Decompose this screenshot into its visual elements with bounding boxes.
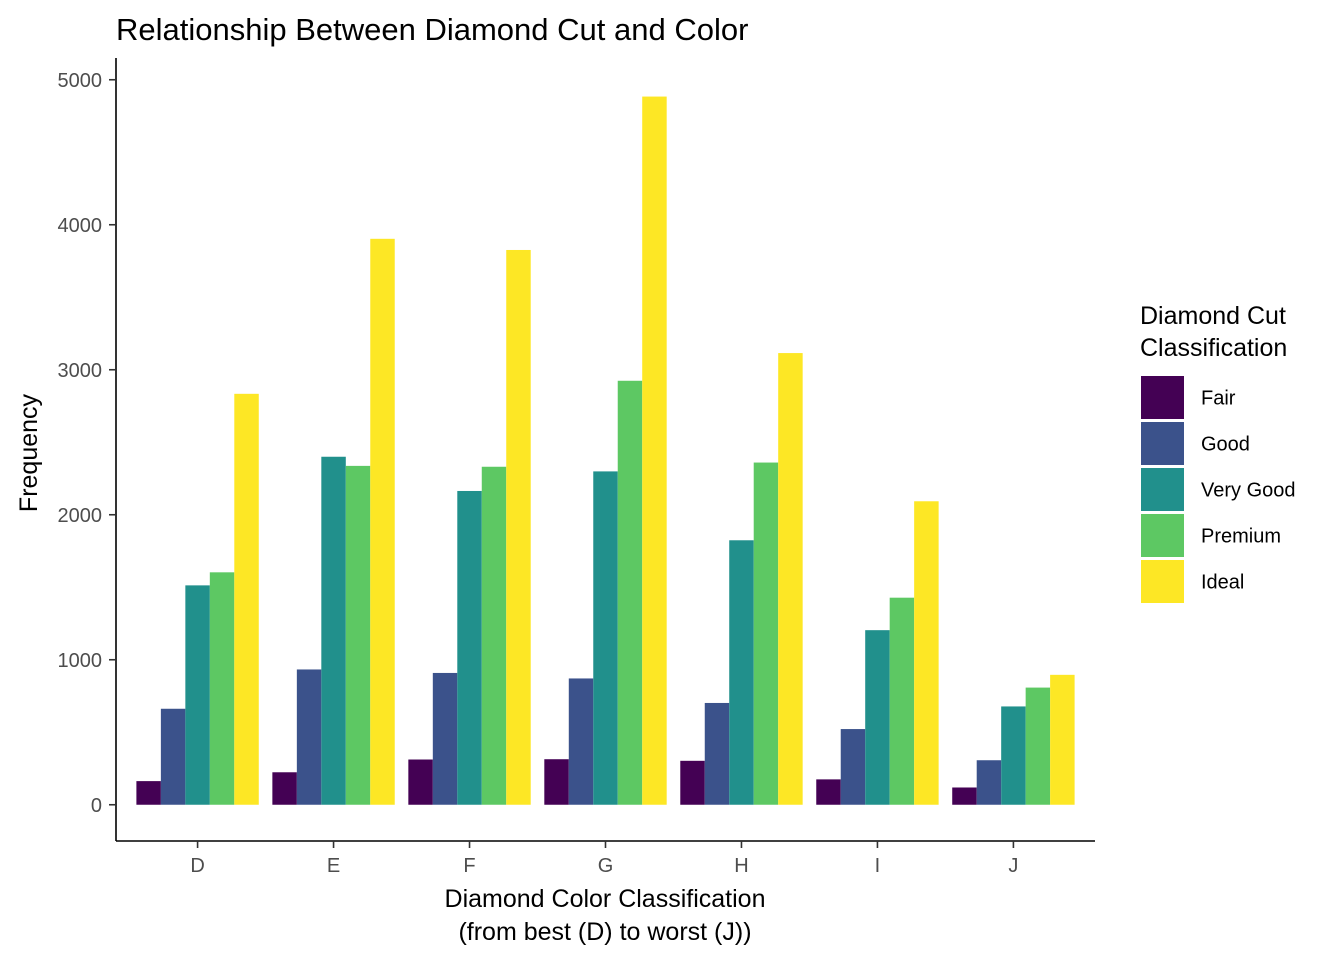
- bar: [321, 456, 346, 805]
- bar: [642, 96, 667, 805]
- bar: [914, 501, 939, 805]
- y-axis-title: Frequency: [15, 393, 43, 512]
- bar: [296, 669, 322, 805]
- bar: [568, 678, 594, 805]
- bar: [753, 462, 779, 805]
- y-tick-label: 5000: [58, 70, 103, 92]
- legend-key: [1141, 514, 1184, 557]
- x-tick-label: I: [875, 855, 881, 877]
- x-tick-label: G: [598, 855, 614, 877]
- legend-label: Good: [1201, 434, 1250, 456]
- legend-title-line1: Diamond Cut: [1140, 302, 1286, 330]
- legend-key: [1141, 560, 1184, 603]
- x-tick-label: J: [1008, 855, 1018, 877]
- y-tick-label: 2000: [58, 505, 103, 527]
- bar: [1050, 674, 1075, 805]
- chart-title: Relationship Between Diamond Cut and Col…: [116, 12, 748, 47]
- x-tick-label: D: [190, 855, 204, 877]
- legend-label: Fair: [1201, 388, 1236, 410]
- legend-title-line2: Classification: [1140, 334, 1287, 362]
- bar: [1001, 706, 1026, 805]
- bar: [209, 572, 235, 805]
- bar: [544, 759, 569, 805]
- bar: [432, 672, 458, 805]
- y-tick-label: 1000: [58, 650, 103, 672]
- x-tick-label: E: [327, 855, 340, 877]
- bar: [952, 787, 977, 805]
- legend-key: [1141, 376, 1184, 419]
- bar: [1025, 687, 1051, 805]
- y-tick-label: 0: [91, 795, 102, 817]
- bar: [136, 781, 161, 805]
- legend-key: [1141, 468, 1184, 511]
- bar: [729, 540, 754, 805]
- legend-label: Premium: [1201, 526, 1281, 548]
- x-axis: D E F G H I J: [116, 840, 1095, 877]
- legend: Diamond Cut Classification Fair Good Very …: [1140, 302, 1296, 603]
- x-tick-label: F: [463, 855, 475, 877]
- bar-groups: [136, 96, 1075, 805]
- bar: [272, 772, 297, 805]
- y-tick-label: 4000: [58, 215, 103, 237]
- bar: [457, 490, 482, 805]
- legend-label: Very Good: [1201, 480, 1296, 502]
- x-axis-title-line2: (from best (D) to worst (J)): [458, 918, 751, 946]
- bar: [506, 249, 531, 805]
- bar: [370, 238, 395, 805]
- bar: [185, 585, 210, 805]
- y-tick-label: 3000: [58, 360, 103, 382]
- bar: [778, 353, 803, 805]
- bar: [617, 380, 643, 805]
- bar: [976, 760, 1002, 805]
- bar: [704, 702, 730, 805]
- bar: [889, 597, 915, 805]
- legend-key: [1141, 422, 1184, 465]
- bar: [160, 708, 186, 805]
- bar: [345, 465, 371, 805]
- bar: [481, 466, 507, 805]
- x-tick-label: H: [734, 855, 748, 877]
- x-axis-title-line1: Diamond Color Classification: [445, 885, 766, 913]
- legend-items: Fair Good Very Good Premium Ideal: [1141, 376, 1296, 603]
- legend-label: Ideal: [1201, 572, 1244, 594]
- bar: [234, 393, 259, 805]
- bar: [593, 471, 618, 805]
- bar: [816, 779, 841, 805]
- y-axis: 0 1000 2000 3000 4000 5000: [58, 58, 117, 841]
- bar: [840, 729, 866, 805]
- bar: [865, 630, 890, 805]
- bar: [408, 759, 433, 805]
- bar: [680, 760, 705, 805]
